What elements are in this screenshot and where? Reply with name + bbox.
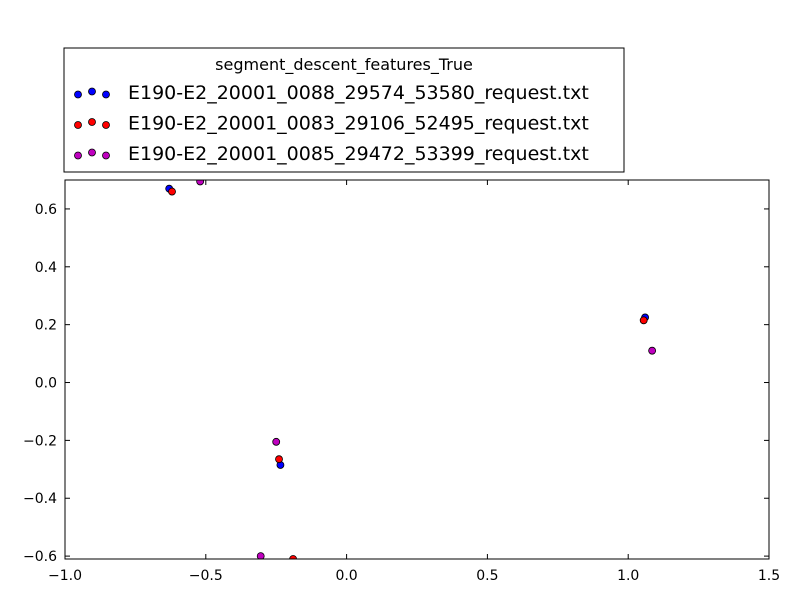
data-point-series-3	[256, 552, 265, 559]
legend-marker	[88, 87, 96, 96]
y-tick-label: 0.2	[35, 318, 57, 334]
y-tick-label: −0.6	[23, 549, 57, 565]
x-tick-label: −1.0	[48, 568, 82, 584]
legend-entry-label: E190-E2_20001_0085_29472_53399_request.t…	[128, 143, 589, 165]
axis-tick-labels: −1.0 −0.5 0.0 0.5 1.0 1.5 −0.6 −0.4 −0.2 0.0 0.2 0.…	[23, 202, 780, 584]
legend-marker	[102, 90, 110, 99]
data-point-series-2	[289, 555, 297, 559]
data-point-series-2	[168, 187, 176, 196]
y-tick-label: −0.2	[23, 433, 57, 449]
legend-marker	[74, 151, 82, 160]
legend-marker	[88, 148, 96, 157]
plot-frame	[64, 179, 770, 560]
axis-ticks	[64, 180, 770, 559]
y-tick-label: 0.0	[35, 376, 57, 392]
x-tick-label: 0.0	[335, 568, 357, 584]
x-tick-label: 0.5	[476, 568, 498, 584]
legend-marker	[102, 151, 110, 160]
legend-entries: E190-E2_20001_0088_29574_53580_request.t…	[74, 82, 589, 165]
legend-marker	[74, 121, 82, 129]
y-tick-label: −0.4	[23, 491, 57, 507]
x-tick-label: 1.0	[617, 568, 639, 584]
legend-entry-label: E190-E2_20001_0088_29574_53580_request.t…	[128, 82, 589, 104]
data-points	[165, 180, 657, 559]
data-point-series-2	[639, 316, 648, 325]
legend-marker	[102, 121, 110, 129]
data-point-series-3	[272, 437, 281, 446]
legend: segment_descent_features_True E190-E2_20…	[63, 47, 625, 173]
legend-marker	[88, 118, 96, 126]
data-point-series-3	[196, 180, 205, 186]
legend-marker	[74, 90, 82, 99]
y-tick-label: 0.4	[35, 260, 57, 276]
data-point-series-2	[275, 455, 283, 464]
y-tick-label: 0.6	[35, 202, 57, 218]
legend-box	[63, 47, 625, 173]
x-tick-label: −0.5	[189, 568, 223, 584]
legend-entry-label: E190-E2_20001_0083_29106_52495_request.t…	[128, 113, 589, 135]
data-point-series-3	[648, 346, 657, 355]
legend-title: segment_descent_features_True	[215, 55, 473, 75]
x-tick-label: 1.5	[758, 568, 780, 584]
